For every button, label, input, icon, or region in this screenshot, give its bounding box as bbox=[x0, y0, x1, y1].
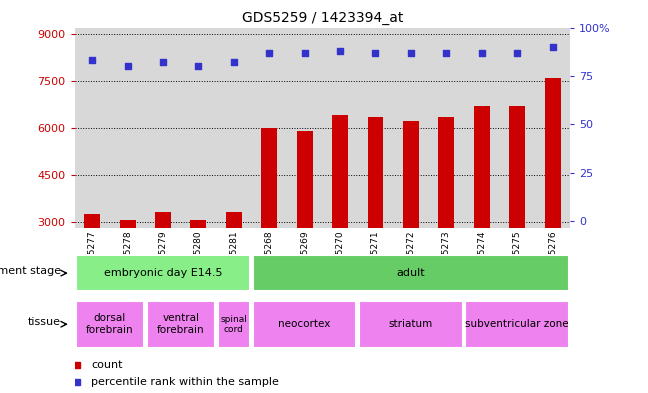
Bar bbox=[76, 255, 250, 291]
Point bbox=[158, 59, 168, 66]
Text: striatum: striatum bbox=[389, 319, 433, 329]
Bar bbox=[120, 220, 135, 316]
Bar bbox=[367, 117, 384, 316]
Point bbox=[193, 63, 203, 70]
Point bbox=[406, 50, 416, 56]
Point bbox=[264, 50, 275, 56]
Point bbox=[299, 50, 310, 56]
Bar bbox=[359, 301, 463, 348]
Text: adult: adult bbox=[397, 268, 425, 278]
Bar bbox=[297, 131, 312, 316]
Point bbox=[122, 63, 133, 70]
Point bbox=[87, 57, 97, 64]
Bar bbox=[474, 106, 490, 316]
Bar bbox=[218, 301, 250, 348]
Point bbox=[335, 48, 345, 54]
Bar bbox=[146, 301, 214, 348]
Bar bbox=[544, 78, 561, 316]
Point bbox=[441, 50, 452, 56]
Text: neocortex: neocortex bbox=[279, 319, 331, 329]
Point bbox=[512, 50, 522, 56]
Bar bbox=[509, 106, 525, 316]
Point bbox=[229, 59, 239, 66]
Text: subventricular zone: subventricular zone bbox=[465, 319, 569, 329]
Bar bbox=[253, 301, 356, 348]
Title: GDS5259 / 1423394_at: GDS5259 / 1423394_at bbox=[242, 11, 403, 25]
Bar bbox=[76, 301, 144, 348]
Text: development stage: development stage bbox=[0, 266, 61, 276]
Text: count: count bbox=[91, 360, 122, 370]
Bar bbox=[261, 128, 277, 316]
Bar bbox=[438, 117, 454, 316]
Text: percentile rank within the sample: percentile rank within the sample bbox=[91, 377, 279, 387]
Bar bbox=[253, 255, 569, 291]
Text: ventral
forebrain: ventral forebrain bbox=[157, 314, 205, 335]
Point bbox=[476, 50, 487, 56]
Bar bbox=[226, 212, 242, 316]
Bar bbox=[84, 214, 100, 316]
Bar bbox=[332, 115, 348, 316]
Bar bbox=[155, 212, 171, 316]
Bar bbox=[403, 121, 419, 316]
Point bbox=[370, 50, 380, 56]
Text: embryonic day E14.5: embryonic day E14.5 bbox=[104, 268, 222, 278]
Text: dorsal
forebrain: dorsal forebrain bbox=[86, 314, 133, 335]
Text: tissue: tissue bbox=[28, 317, 61, 327]
Text: spinal
cord: spinal cord bbox=[220, 314, 248, 334]
Point bbox=[548, 44, 558, 50]
Bar bbox=[465, 301, 569, 348]
Bar bbox=[191, 220, 207, 316]
